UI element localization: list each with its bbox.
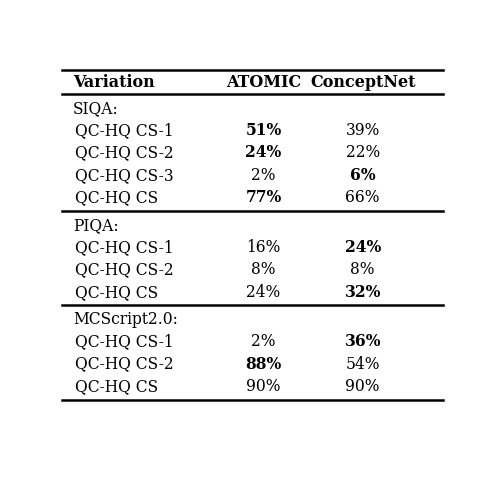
- Text: QC-HQ CS-2: QC-HQ CS-2: [75, 261, 174, 278]
- Text: QC-HQ CS-1: QC-HQ CS-1: [75, 122, 174, 139]
- Text: 6%: 6%: [350, 167, 375, 184]
- Text: ConceptNet: ConceptNet: [310, 74, 415, 91]
- Text: ATOMIC: ATOMIC: [226, 74, 301, 91]
- Text: 90%: 90%: [246, 378, 281, 395]
- Text: 39%: 39%: [345, 122, 380, 139]
- Text: 66%: 66%: [345, 189, 380, 206]
- Text: 16%: 16%: [246, 239, 281, 256]
- Text: 36%: 36%: [344, 333, 381, 350]
- Text: 24%: 24%: [246, 284, 281, 301]
- Text: MCScript2.0:: MCScript2.0:: [73, 311, 178, 328]
- Text: 90%: 90%: [345, 378, 380, 395]
- Text: QC-HQ CS-2: QC-HQ CS-2: [75, 356, 174, 372]
- Text: QC-HQ CS: QC-HQ CS: [75, 189, 158, 206]
- Text: QC-HQ CS-3: QC-HQ CS-3: [75, 167, 174, 184]
- Text: 2%: 2%: [251, 333, 276, 350]
- Text: 8%: 8%: [251, 261, 276, 278]
- Text: PIQA:: PIQA:: [73, 217, 119, 234]
- Text: SIQA:: SIQA:: [73, 100, 119, 117]
- Text: 32%: 32%: [344, 284, 381, 301]
- Text: QC-HQ CS: QC-HQ CS: [75, 284, 158, 301]
- Text: QC-HQ CS-1: QC-HQ CS-1: [75, 333, 174, 350]
- Text: 77%: 77%: [246, 189, 282, 206]
- Text: 8%: 8%: [350, 261, 375, 278]
- Text: 24%: 24%: [246, 144, 282, 162]
- Text: 51%: 51%: [246, 122, 282, 139]
- Text: 24%: 24%: [344, 239, 381, 256]
- Text: QC-HQ CS-2: QC-HQ CS-2: [75, 144, 174, 162]
- Text: 88%: 88%: [246, 356, 282, 372]
- Text: QC-HQ CS: QC-HQ CS: [75, 378, 158, 395]
- Text: QC-HQ CS-1: QC-HQ CS-1: [75, 239, 174, 256]
- Text: 54%: 54%: [345, 356, 380, 372]
- Text: 2%: 2%: [251, 167, 276, 184]
- Text: Variation: Variation: [73, 74, 154, 91]
- Text: 22%: 22%: [345, 144, 380, 162]
